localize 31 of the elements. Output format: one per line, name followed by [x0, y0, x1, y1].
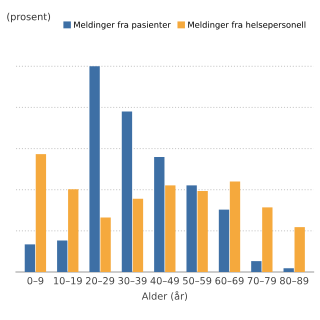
x-tick-label: 80–89: [280, 277, 308, 284]
x-axis-title: Alder (år): [142, 291, 188, 301]
bar: [284, 268, 294, 272]
x-tick-label: 30–39: [118, 277, 147, 284]
x-tick-label: 20–29: [86, 277, 114, 284]
bar: [132, 198, 144, 272]
bar: [230, 181, 240, 272]
bar: [100, 217, 111, 272]
x-tick-label: 50–59: [183, 277, 212, 284]
bar: [294, 227, 305, 272]
bar: [122, 112, 132, 272]
bar: [262, 207, 273, 272]
legend-label: Meldinger fra pasienter: [74, 21, 171, 30]
x-tick-label: 60–69: [215, 277, 244, 284]
bar: [165, 185, 176, 272]
x-tick-label: 10–19: [54, 277, 82, 284]
bar: [197, 190, 208, 272]
legend-label: Meldinger fra helsepersonell: [188, 21, 306, 30]
bar: [24, 244, 36, 272]
y-axis-title: (prosent): [7, 12, 50, 22]
x-tick-label: 70–79: [248, 277, 276, 284]
bar: [36, 154, 46, 272]
x-tick-label: 40–49: [150, 277, 179, 284]
bar: [89, 66, 100, 272]
bar: [218, 210, 230, 272]
bar: [251, 261, 262, 272]
x-tick-label: 0–9: [27, 277, 44, 284]
bar: [57, 240, 68, 272]
bar: [186, 185, 197, 272]
bar: [154, 157, 164, 272]
bar: [68, 189, 78, 272]
